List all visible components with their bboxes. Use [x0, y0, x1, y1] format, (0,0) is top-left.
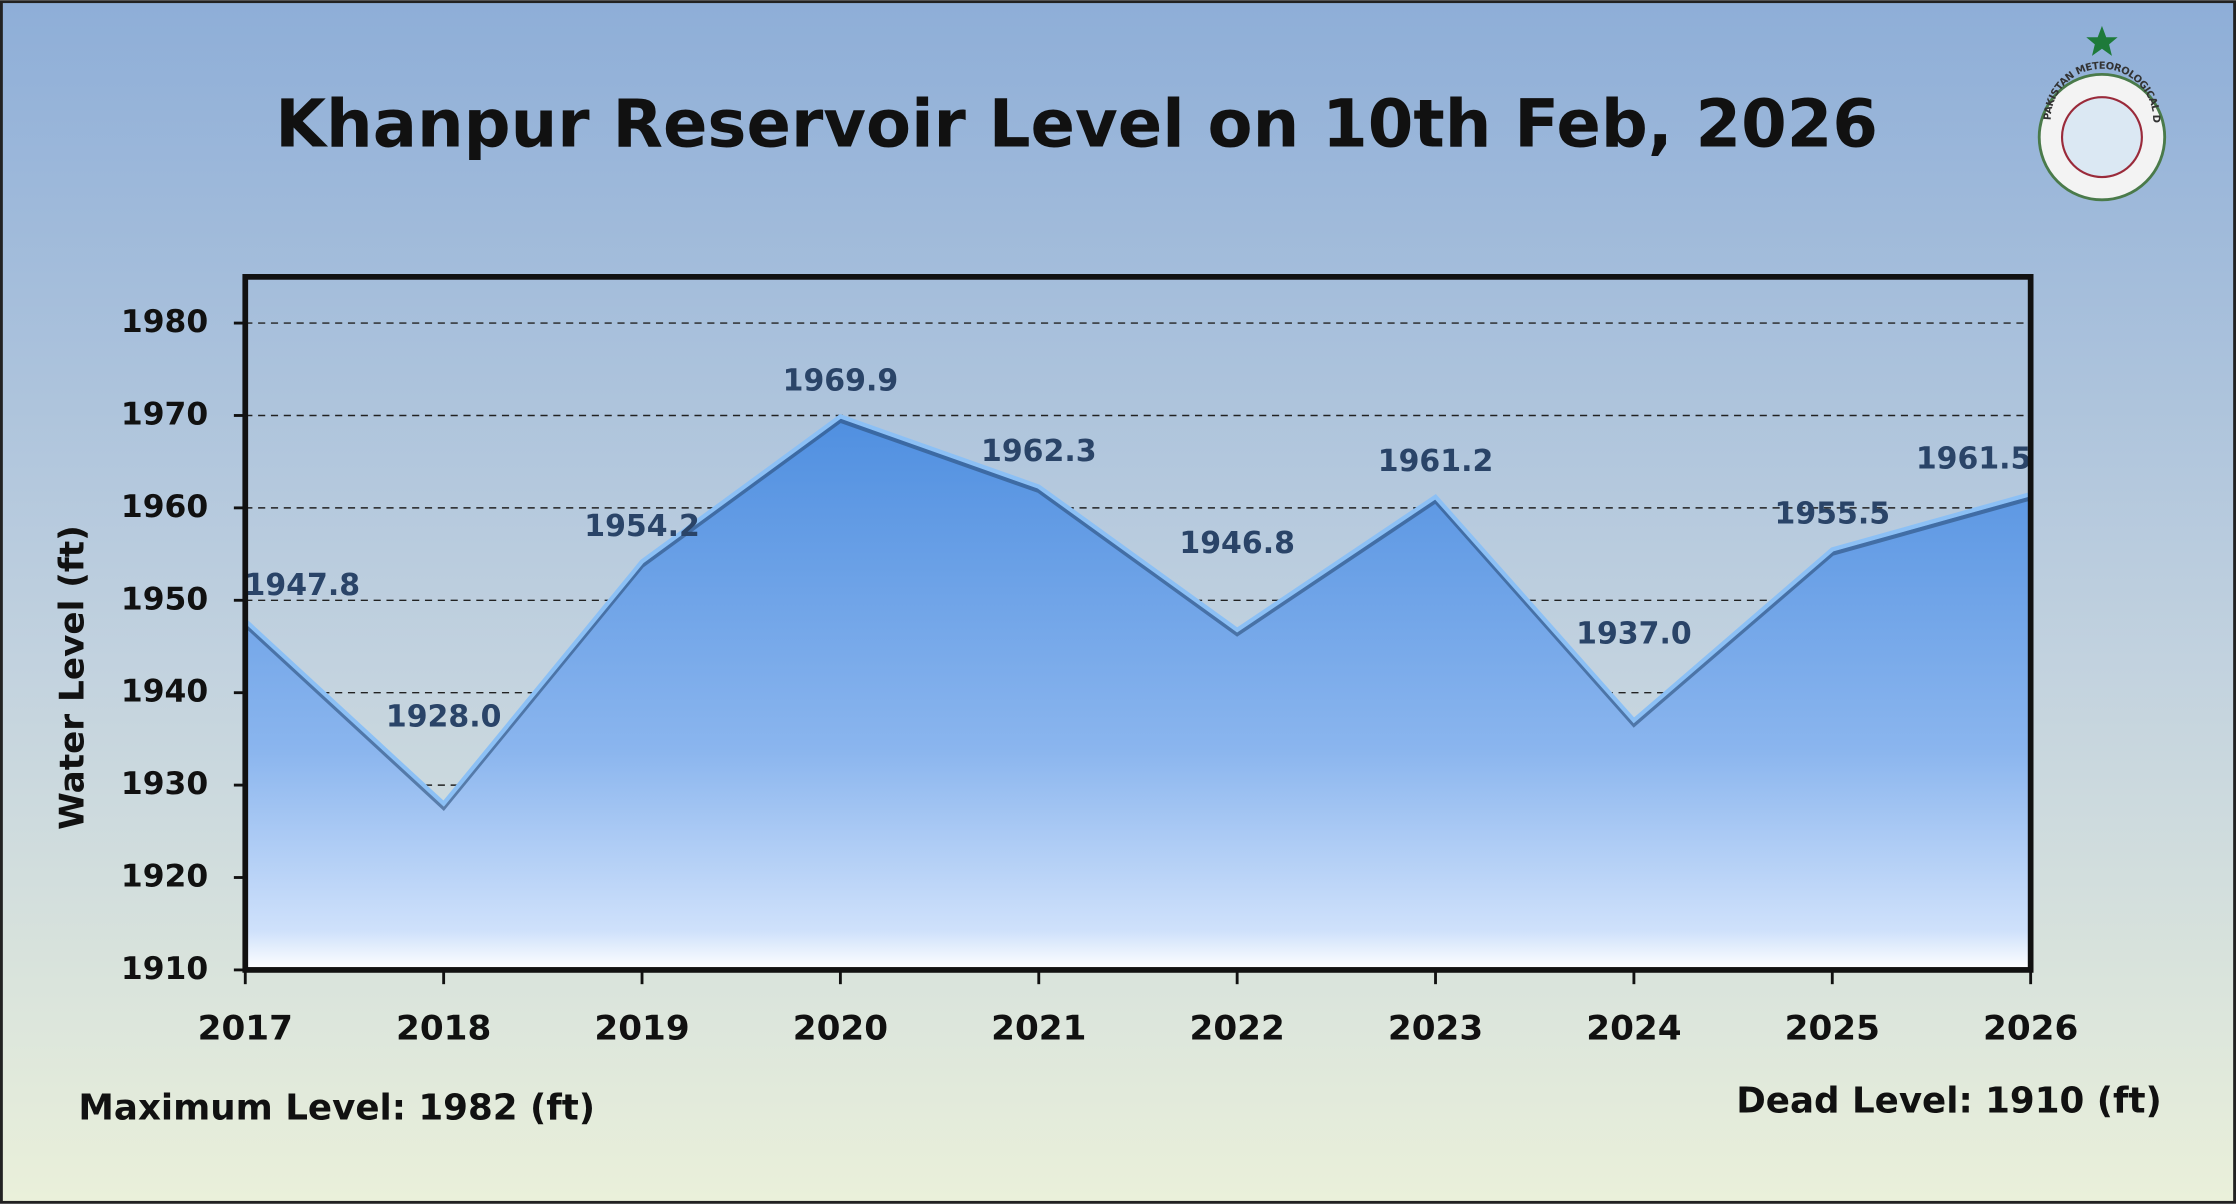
data-label: 1955.5	[1775, 497, 1891, 532]
plot-frame	[242, 274, 2034, 973]
x-tick-label: 2025	[1785, 1008, 1880, 1048]
x-tick-label: 2023	[1388, 1008, 1483, 1048]
y-tick-label: 1930	[121, 766, 208, 802]
x-tick-label: 2021	[991, 1008, 1086, 1048]
data-label: 1961.2	[1378, 444, 1494, 479]
data-label: 1937.0	[1576, 616, 1692, 651]
y-tick-label: 1920	[121, 859, 208, 895]
x-tick-label: 2026	[1983, 1008, 2078, 1048]
x-tick-label: 2017	[198, 1008, 293, 1048]
data-label: 1954.2	[584, 509, 700, 544]
note: Dead Level: 1910 (ft)	[1736, 1081, 2162, 1122]
area	[245, 416, 2031, 970]
y-axis-label: Water Level (ft)	[53, 525, 93, 830]
data-label: 1969.9	[783, 364, 899, 399]
x-tick-label: 2018	[396, 1008, 491, 1048]
y-tick-label: 1940	[121, 674, 208, 710]
y-tick-label: 1910	[121, 951, 208, 987]
area-edge	[243, 414, 2032, 807]
data-label: 1961.5	[1916, 441, 2032, 476]
x-tick-label: 2022	[1190, 1008, 1285, 1048]
area-edge-shadow	[243, 418, 2032, 811]
chart-title: Khanpur Reservoir Level on 10th Feb, 202…	[275, 87, 1878, 163]
y-tick-label: 1980	[121, 304, 208, 340]
data-label: 1962.3	[981, 434, 1097, 469]
y-tick-label: 1960	[121, 489, 208, 525]
note: Maximum Level: 1982 (ft)	[78, 1088, 595, 1129]
x-tick-label: 2019	[594, 1008, 689, 1048]
logo-inner	[2060, 96, 2143, 179]
data-label: 1947.8	[245, 568, 361, 603]
logo-star	[2086, 25, 2118, 56]
data-label: 1928.0	[386, 700, 502, 735]
y-tick-label: 1970	[121, 396, 208, 432]
data-label: 1946.8	[1179, 526, 1295, 561]
x-tick-label: 2020	[793, 1008, 888, 1048]
y-tick-label: 1950	[121, 581, 208, 617]
x-tick-label: 2024	[1586, 1008, 1681, 1048]
